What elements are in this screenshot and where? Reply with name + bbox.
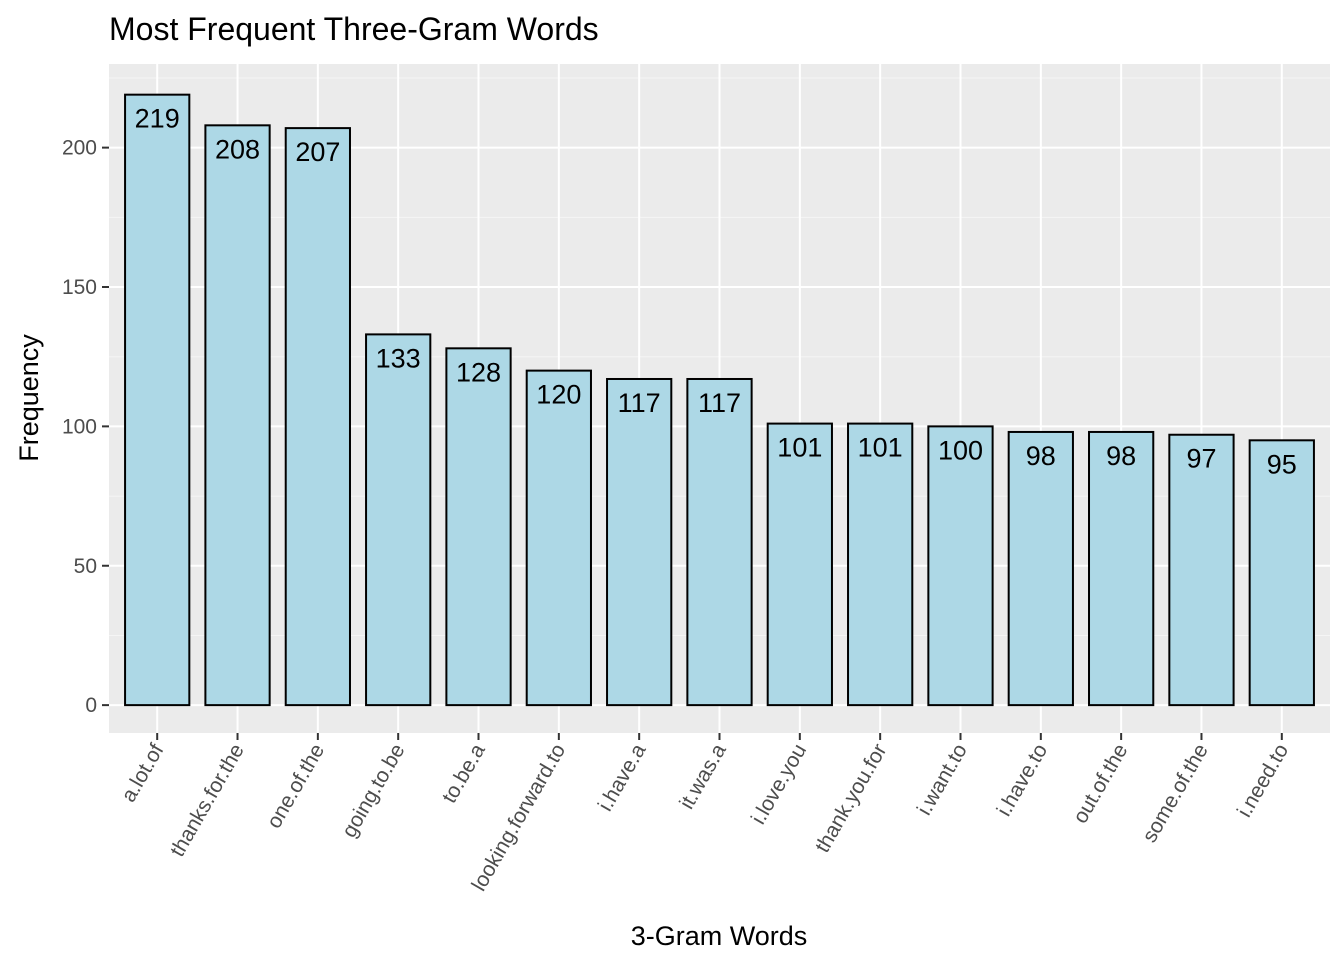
bar bbox=[686, 377, 753, 707]
bar bbox=[606, 377, 673, 707]
y-tick-label: 0 bbox=[85, 694, 97, 717]
bar bbox=[1007, 430, 1074, 707]
x-tick-label: thanks.for.the bbox=[166, 740, 249, 861]
bar bbox=[365, 333, 432, 707]
data-label: 117 bbox=[698, 388, 741, 418]
y-axis: 0 50 100 150 200 bbox=[62, 137, 109, 717]
bar bbox=[847, 422, 914, 707]
x-tick-label: out.of.the bbox=[1069, 740, 1133, 827]
data-label: 95 bbox=[1267, 449, 1297, 479]
data-label: 101 bbox=[858, 433, 903, 463]
y-tick-label: 200 bbox=[62, 137, 97, 160]
x-axis-title: 3-Gram Words bbox=[631, 921, 808, 951]
y-tick-label: 150 bbox=[62, 276, 97, 299]
data-label: 219 bbox=[135, 104, 180, 134]
x-tick-label: i.want.to bbox=[913, 740, 972, 819]
x-tick-label: one.of.the bbox=[263, 740, 330, 832]
bar bbox=[1088, 430, 1155, 707]
x-tick-label: to.be.a bbox=[438, 740, 490, 807]
data-label: 117 bbox=[618, 388, 661, 418]
bars bbox=[124, 93, 1315, 707]
bar bbox=[1248, 439, 1315, 707]
data-label: 207 bbox=[295, 137, 340, 167]
x-tick-label: some.of.the bbox=[1138, 740, 1213, 847]
data-label: 208 bbox=[215, 134, 260, 164]
bar bbox=[445, 347, 512, 707]
x-tick-label: a.lot.of bbox=[117, 740, 169, 806]
bar bbox=[525, 369, 592, 707]
x-tick-label: it.was.a bbox=[675, 740, 731, 813]
data-label: 120 bbox=[536, 380, 581, 410]
data-label: 128 bbox=[456, 357, 501, 387]
x-tick-label: going.to.be bbox=[338, 740, 410, 842]
data-label: 100 bbox=[938, 435, 983, 465]
bar bbox=[284, 127, 351, 707]
data-label: 133 bbox=[376, 343, 421, 373]
x-tick-label: i.love.you bbox=[747, 740, 811, 828]
data-labels: 219 208 207 133 128 120 117 117 101 101 100 98 98 97 9… bbox=[135, 104, 1297, 480]
y-tick-label: 100 bbox=[62, 415, 97, 438]
x-tick-label: i.need.to bbox=[1233, 740, 1293, 821]
y-tick-label: 50 bbox=[74, 555, 97, 578]
bar bbox=[204, 124, 271, 707]
y-axis-title: Frequency bbox=[14, 334, 44, 462]
bar bbox=[124, 93, 191, 707]
chart-title: Most Frequent Three-Gram Words bbox=[109, 11, 599, 47]
bar bbox=[927, 425, 994, 707]
data-label: 101 bbox=[777, 433, 822, 463]
data-label: 98 bbox=[1106, 441, 1136, 471]
x-tick-label: thank.you.for bbox=[811, 740, 892, 857]
bar bbox=[1168, 433, 1235, 707]
data-label: 97 bbox=[1186, 444, 1216, 474]
bar bbox=[766, 422, 833, 707]
x-tick-label: i.have.to bbox=[993, 740, 1053, 820]
data-label: 98 bbox=[1026, 441, 1056, 471]
x-tick-label: i.have.a bbox=[594, 740, 651, 815]
